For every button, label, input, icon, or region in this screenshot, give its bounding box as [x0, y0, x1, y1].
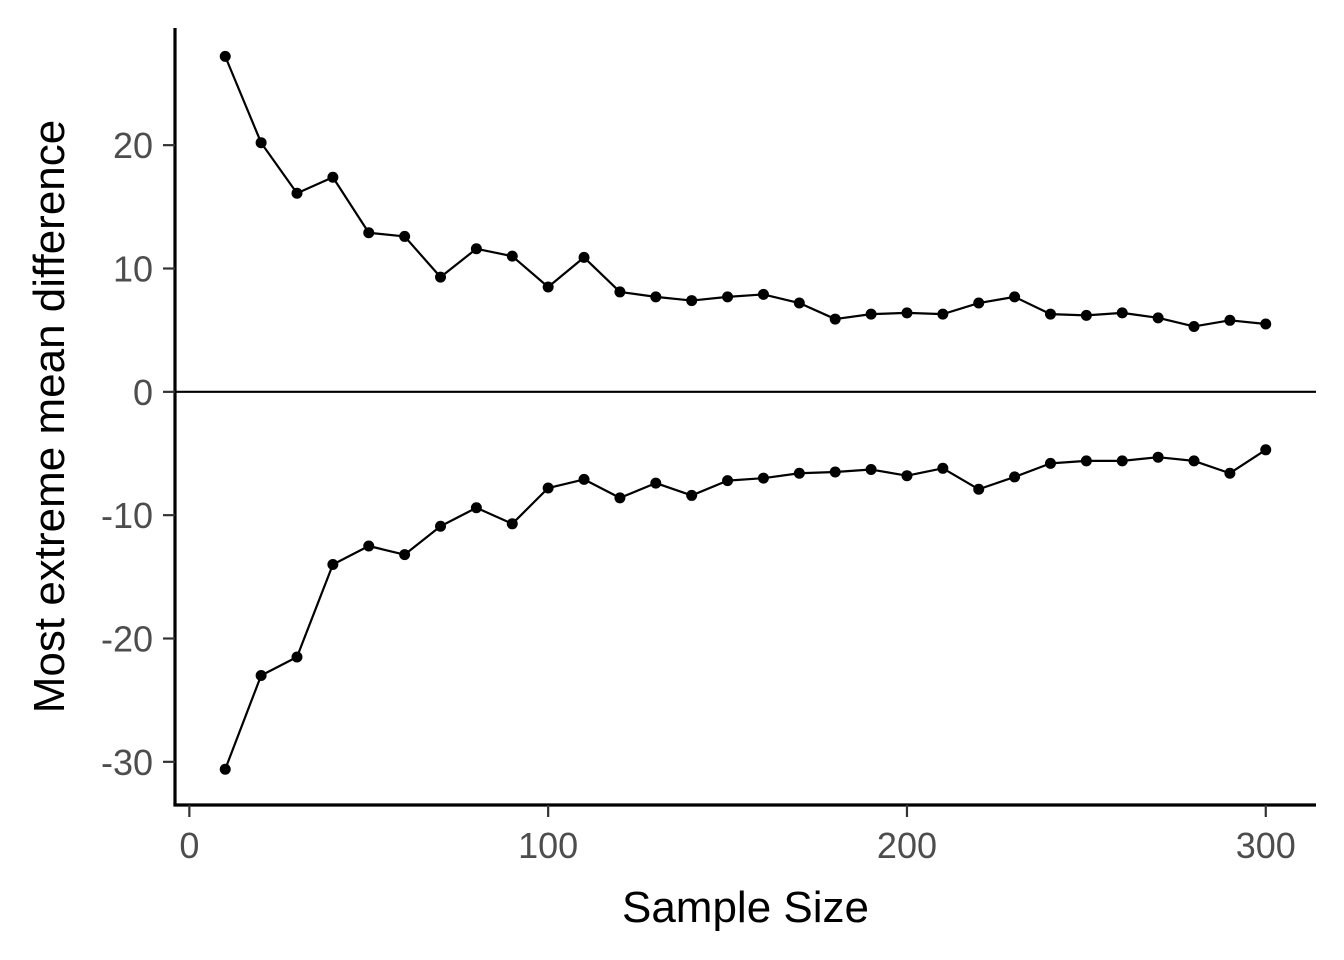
data-point: [1080, 309, 1092, 321]
data-point: [470, 243, 482, 255]
data-point: [1009, 471, 1021, 483]
data-point: [973, 297, 985, 309]
y-tick-label: -30: [101, 742, 153, 783]
data-point: [793, 467, 805, 479]
data-point: [1188, 455, 1200, 467]
data-point: [506, 518, 518, 530]
data-point: [793, 297, 805, 309]
data-point: [865, 308, 877, 320]
data-point: [1009, 291, 1021, 303]
data-point: [686, 295, 698, 307]
data-point: [291, 651, 303, 663]
data-point: [363, 227, 375, 239]
data-point: [255, 670, 267, 681]
data-point: [435, 271, 447, 283]
x-tick-label: 0: [179, 825, 199, 866]
data-point: [1224, 314, 1236, 326]
data-point: [650, 477, 662, 489]
data-point: [650, 291, 662, 303]
x-tick-label: 100: [518, 825, 578, 866]
data-point: [1152, 451, 1164, 463]
data-point: [1224, 467, 1236, 479]
data-point: [291, 187, 303, 199]
tick-labels: 0 100 200 300 -30 -20 -10 0 10 20: [101, 125, 1296, 866]
data-point: [1260, 444, 1272, 456]
data-point: [1152, 312, 1164, 324]
data-point: [255, 137, 267, 149]
data-point: [614, 286, 626, 298]
x-tick-label: 300: [1236, 825, 1296, 866]
x-axis-title: Sample Size: [622, 883, 869, 932]
series-line: [224, 448, 1267, 770]
data-point: [1044, 457, 1056, 469]
data-point: [399, 549, 411, 561]
data-point: [1116, 307, 1128, 319]
data-point: [901, 470, 913, 482]
axes: [173, 28, 1316, 807]
data-point: [470, 502, 482, 514]
data-point: [219, 763, 231, 775]
data-point: [435, 520, 447, 532]
y-tick-label: 0: [133, 372, 153, 413]
data-point: [686, 489, 698, 501]
data-point: [219, 50, 231, 62]
data-point: [578, 473, 590, 485]
data-point: [1080, 455, 1092, 467]
data-point: [399, 230, 411, 242]
data-point: [1116, 455, 1128, 467]
x-tick-label: 200: [877, 825, 937, 866]
data-point: [865, 464, 877, 476]
series-1: [219, 50, 1272, 332]
data-point: [614, 492, 626, 504]
y-tick-label: 20: [113, 125, 153, 166]
data-point: [542, 281, 554, 293]
data-point: [973, 483, 985, 495]
data-point: [722, 291, 734, 303]
data-point: [757, 288, 769, 300]
data-point: [937, 308, 949, 320]
data-point: [829, 466, 841, 478]
data-point: [722, 475, 734, 487]
data-point: [542, 482, 554, 494]
data-point: [1188, 320, 1200, 332]
data-point: [829, 313, 841, 325]
series-2: [219, 444, 1272, 775]
y-axis-title: Most extreme mean difference: [25, 120, 74, 713]
series-line: [224, 55, 1266, 328]
data-point: [1044, 308, 1056, 320]
data-point: [506, 250, 518, 262]
y-tick-label: -10: [101, 495, 153, 536]
data-point: [1260, 318, 1272, 330]
data-point: [901, 307, 913, 319]
series-layer: [219, 50, 1272, 775]
y-tick-label: -20: [101, 619, 153, 660]
y-tick-label: 10: [113, 249, 153, 290]
data-point: [363, 540, 375, 552]
data-point: [937, 462, 949, 474]
data-point: [757, 472, 769, 484]
data-point: [578, 251, 590, 263]
data-point: [327, 559, 339, 570]
data-point: [327, 171, 339, 183]
